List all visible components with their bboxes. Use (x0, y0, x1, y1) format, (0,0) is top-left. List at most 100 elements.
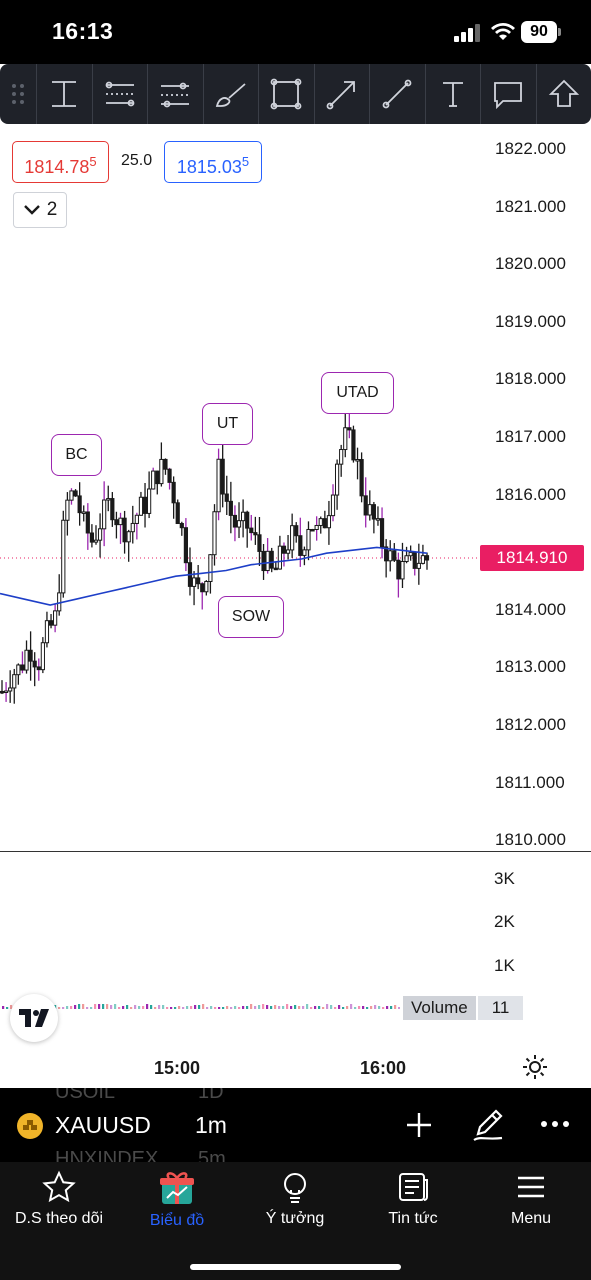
star-icon (42, 1170, 76, 1203)
volume-bar (302, 1006, 305, 1009)
regression-tool-button[interactable] (147, 64, 203, 124)
time-axis[interactable]: 15:00 16:00 (0, 1042, 591, 1088)
ask-price-button[interactable]: 1815.035 (164, 141, 262, 183)
volume-bar (202, 1004, 205, 1009)
tradingview-logo[interactable] (10, 994, 58, 1042)
candle (392, 543, 397, 562)
candle (416, 543, 421, 585)
volume-bar (182, 1007, 185, 1009)
text-tool-button[interactable] (424, 64, 481, 124)
pane-divider[interactable] (0, 851, 591, 852)
candle (138, 491, 144, 516)
volume-bar (358, 1006, 361, 1009)
indicator-count: 2 (46, 199, 58, 220)
candle (318, 516, 323, 534)
time-label-1600: 16:00 (360, 1058, 407, 1078)
volume-bar (386, 1006, 389, 1009)
candle (343, 408, 348, 458)
volume-bar (350, 1004, 353, 1009)
more-icon[interactable] (540, 1120, 570, 1128)
volume-scale-3k: 3K (494, 869, 515, 888)
volume-bar (390, 1006, 393, 1009)
bid-price-button[interactable]: 1814.785 (12, 141, 109, 183)
drag-handle-icon[interactable] (0, 64, 36, 124)
candle (102, 481, 107, 547)
candle (142, 483, 148, 528)
volume-bar (214, 1007, 217, 1009)
volume-bar (278, 1006, 281, 1009)
drawing-toolbar (0, 64, 591, 124)
volume-bar (238, 1007, 241, 1009)
candle (48, 614, 54, 629)
candle (371, 501, 376, 534)
price-scale[interactable]: 1822.000 1821.000 1820.000 1819.000 1818.000… (480, 124, 591, 852)
nav-news-label: Tin tức (388, 1210, 438, 1227)
interval-selector[interactable]: 1m (195, 1112, 227, 1138)
volume-bar (146, 1004, 149, 1009)
volume-bar (106, 1004, 109, 1009)
brush-tool-button[interactable] (202, 64, 259, 124)
label-sow[interactable]: SOW (218, 596, 284, 638)
candle (261, 543, 266, 580)
label-bc[interactable]: BC (51, 434, 102, 476)
gear-icon[interactable] (522, 1054, 548, 1080)
nav-watchlist[interactable]: D.S theo dõi (0, 1170, 118, 1236)
volume-bar (258, 1005, 261, 1009)
volume-bar (142, 1006, 145, 1009)
cross-line-tool-button[interactable] (36, 64, 92, 124)
callout-tool-button[interactable] (480, 64, 536, 124)
candle (322, 510, 327, 529)
pen-icon[interactable] (472, 1108, 504, 1142)
candle (204, 580, 209, 596)
candle (97, 513, 103, 558)
volume-legend[interactable]: Volume 11 (403, 996, 524, 1020)
candle (65, 492, 70, 536)
rectangle-tool-button[interactable] (258, 64, 314, 124)
candle (404, 546, 409, 564)
ghost-interval-above: 1D (198, 1088, 224, 1103)
price-label: 1810.000 (495, 830, 566, 850)
candle (241, 499, 246, 538)
arrow-up-tool-button[interactable] (535, 64, 591, 124)
volume-bar (114, 1004, 117, 1009)
candle (379, 507, 385, 559)
candle (363, 477, 368, 528)
parallel-channel-tool-button[interactable] (91, 64, 148, 124)
volume-bar (138, 1006, 141, 1009)
volume-pane[interactable]: 3K 2K 1K Volume 11 (0, 852, 591, 1042)
ghost-interval-below: 5m (198, 1148, 226, 1162)
price-label: 1818.000 (495, 369, 566, 389)
arrow-tool-button[interactable] (313, 64, 370, 124)
price-chart[interactable]: 1822.000 1821.000 1820.000 1819.000 1818.000… (0, 124, 591, 852)
volume-bar (370, 1006, 373, 1009)
nav-menu[interactable]: Menu (472, 1170, 590, 1236)
volume-bar (186, 1006, 189, 1009)
candle (208, 554, 213, 594)
trend-line-tool-button[interactable] (369, 64, 425, 124)
nav-news[interactable]: Tin tức (354, 1170, 472, 1236)
volume-bar (230, 1007, 233, 1009)
indicator-toggle-button[interactable]: 2 (13, 192, 67, 228)
arrow-up-tool-icon (548, 79, 579, 107)
add-icon[interactable] (404, 1110, 434, 1140)
candle (273, 561, 278, 571)
volume-bar (270, 1006, 273, 1009)
time-label-1500: 15:00 (154, 1058, 201, 1078)
candle (36, 658, 41, 681)
nav-chart[interactable]: Biểu đồ (118, 1170, 236, 1236)
parallel-channel-tool-icon (105, 81, 135, 107)
label-utad[interactable]: UTAD (321, 372, 394, 414)
nav-ideas[interactable]: Ý tưởng (236, 1170, 354, 1236)
volume-bar (254, 1006, 257, 1009)
volume-bar (194, 1005, 197, 1009)
candle (134, 512, 139, 540)
symbol-name[interactable]: XAUUSD (55, 1112, 151, 1138)
volume-bars (2, 1004, 400, 1009)
label-ut[interactable]: UT (202, 403, 253, 445)
volume-bar (90, 1007, 93, 1009)
volume-name: Volume (403, 996, 476, 1020)
candle (334, 459, 340, 510)
symbol-bar: USOIL 1D HNXINDEX 5m XAUUSD 1m (0, 1088, 591, 1162)
candlestick-chart[interactable] (0, 124, 480, 852)
